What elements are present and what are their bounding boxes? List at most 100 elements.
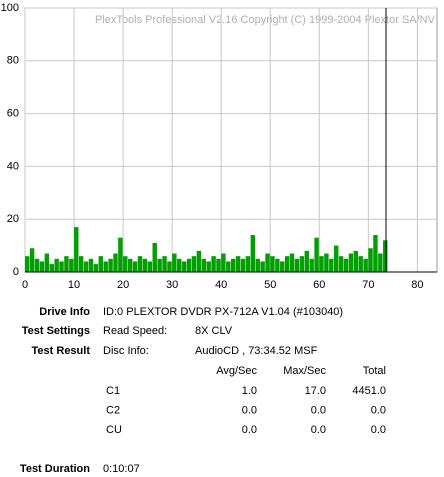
x-tick-label: 60 [313,279,325,291]
bar [353,250,359,272]
value: AudioCD , 73:34.52 MSF [195,345,318,357]
value: 8X CLV [195,325,233,337]
bar [284,256,290,272]
x-tick-label: 50 [264,279,276,291]
value: ID:0 PLEXTOR DVDR PX-712A V1.04 (#103040… [103,306,343,318]
table-header: Total [363,365,386,377]
y-tick-label: 20 [7,213,19,225]
bar [123,256,128,272]
table-cell: 17.0 [305,385,326,397]
bar [260,261,265,272]
bar [78,256,84,272]
bar [221,253,226,272]
row-label: C1 [106,385,120,397]
bar [294,258,300,272]
bar [358,256,363,272]
bar [206,261,211,272]
table-cell: 0.0 [311,404,326,416]
y-tick-label: 80 [7,55,19,67]
bar [88,258,94,272]
bar [74,227,79,272]
x-tick-label: 20 [117,279,129,291]
plot-area [24,7,438,273]
label: Test Result [32,345,91,357]
bar [324,253,329,272]
key: Read Speed: [103,325,167,337]
bar [177,258,182,272]
x-tick-label: 0 [22,279,28,291]
bar [152,242,157,272]
bar [172,253,177,272]
bar [304,250,309,272]
y-tick-label: 0 [13,266,19,278]
bar [201,258,206,272]
bar [275,258,280,272]
bar [343,258,349,272]
bar [49,264,54,272]
bar [211,256,216,272]
bar [83,261,89,272]
bar [334,245,339,272]
bar [191,256,197,272]
table-cell: 4451.0 [352,385,386,397]
bar [280,261,285,272]
label: Test Settings [22,325,90,337]
table-cell: 1.0 [242,385,257,397]
bar [64,256,69,272]
watermark: PlexTools Professional V2.16 Copyright (… [95,14,436,26]
bar [314,237,319,272]
bar [186,258,192,272]
bar [181,261,187,272]
x-tick-label: 10 [68,279,80,291]
row-label: C2 [106,404,120,416]
bar [162,256,167,272]
bar [128,258,133,272]
bar [348,253,354,272]
bar [59,261,64,272]
bar [289,253,295,272]
bar [368,248,373,272]
table-cell: 0.0 [242,404,257,416]
bar [118,237,123,272]
bar [196,250,202,272]
bar [270,256,275,272]
bar [113,253,118,272]
bar [147,261,153,272]
bar [378,253,383,272]
bar [137,256,143,272]
x-tick-label: 80 [411,279,423,291]
bar [245,256,251,272]
bar [98,256,103,272]
key: Disc Info: [103,345,149,357]
bar [226,261,231,272]
label: Drive Info [39,306,90,318]
bar [54,258,59,272]
bar [299,256,305,272]
bar [338,256,344,272]
y-tick-label: 40 [7,160,19,172]
x-tick-label: 70 [362,279,374,291]
bar [363,258,368,272]
bar [216,258,221,272]
bar [142,258,148,272]
bar [167,261,172,272]
bar [309,258,314,272]
table-header: Avg/Sec [216,365,257,377]
bar [329,258,334,272]
bar [250,235,256,272]
bar [103,261,108,272]
label: Test Duration [20,463,90,475]
table-cell: 0.0 [242,424,257,436]
bar [255,258,260,272]
value: 0:10:07 [103,463,140,475]
bar [44,253,50,272]
table-cell: 0.0 [371,424,386,436]
table-header: Max/Sec [283,365,326,377]
table-cell: 0.0 [371,404,386,416]
bar [265,253,270,272]
bar [240,258,246,272]
bar [39,261,45,272]
bar [383,240,388,272]
row-label: CU [106,424,122,436]
